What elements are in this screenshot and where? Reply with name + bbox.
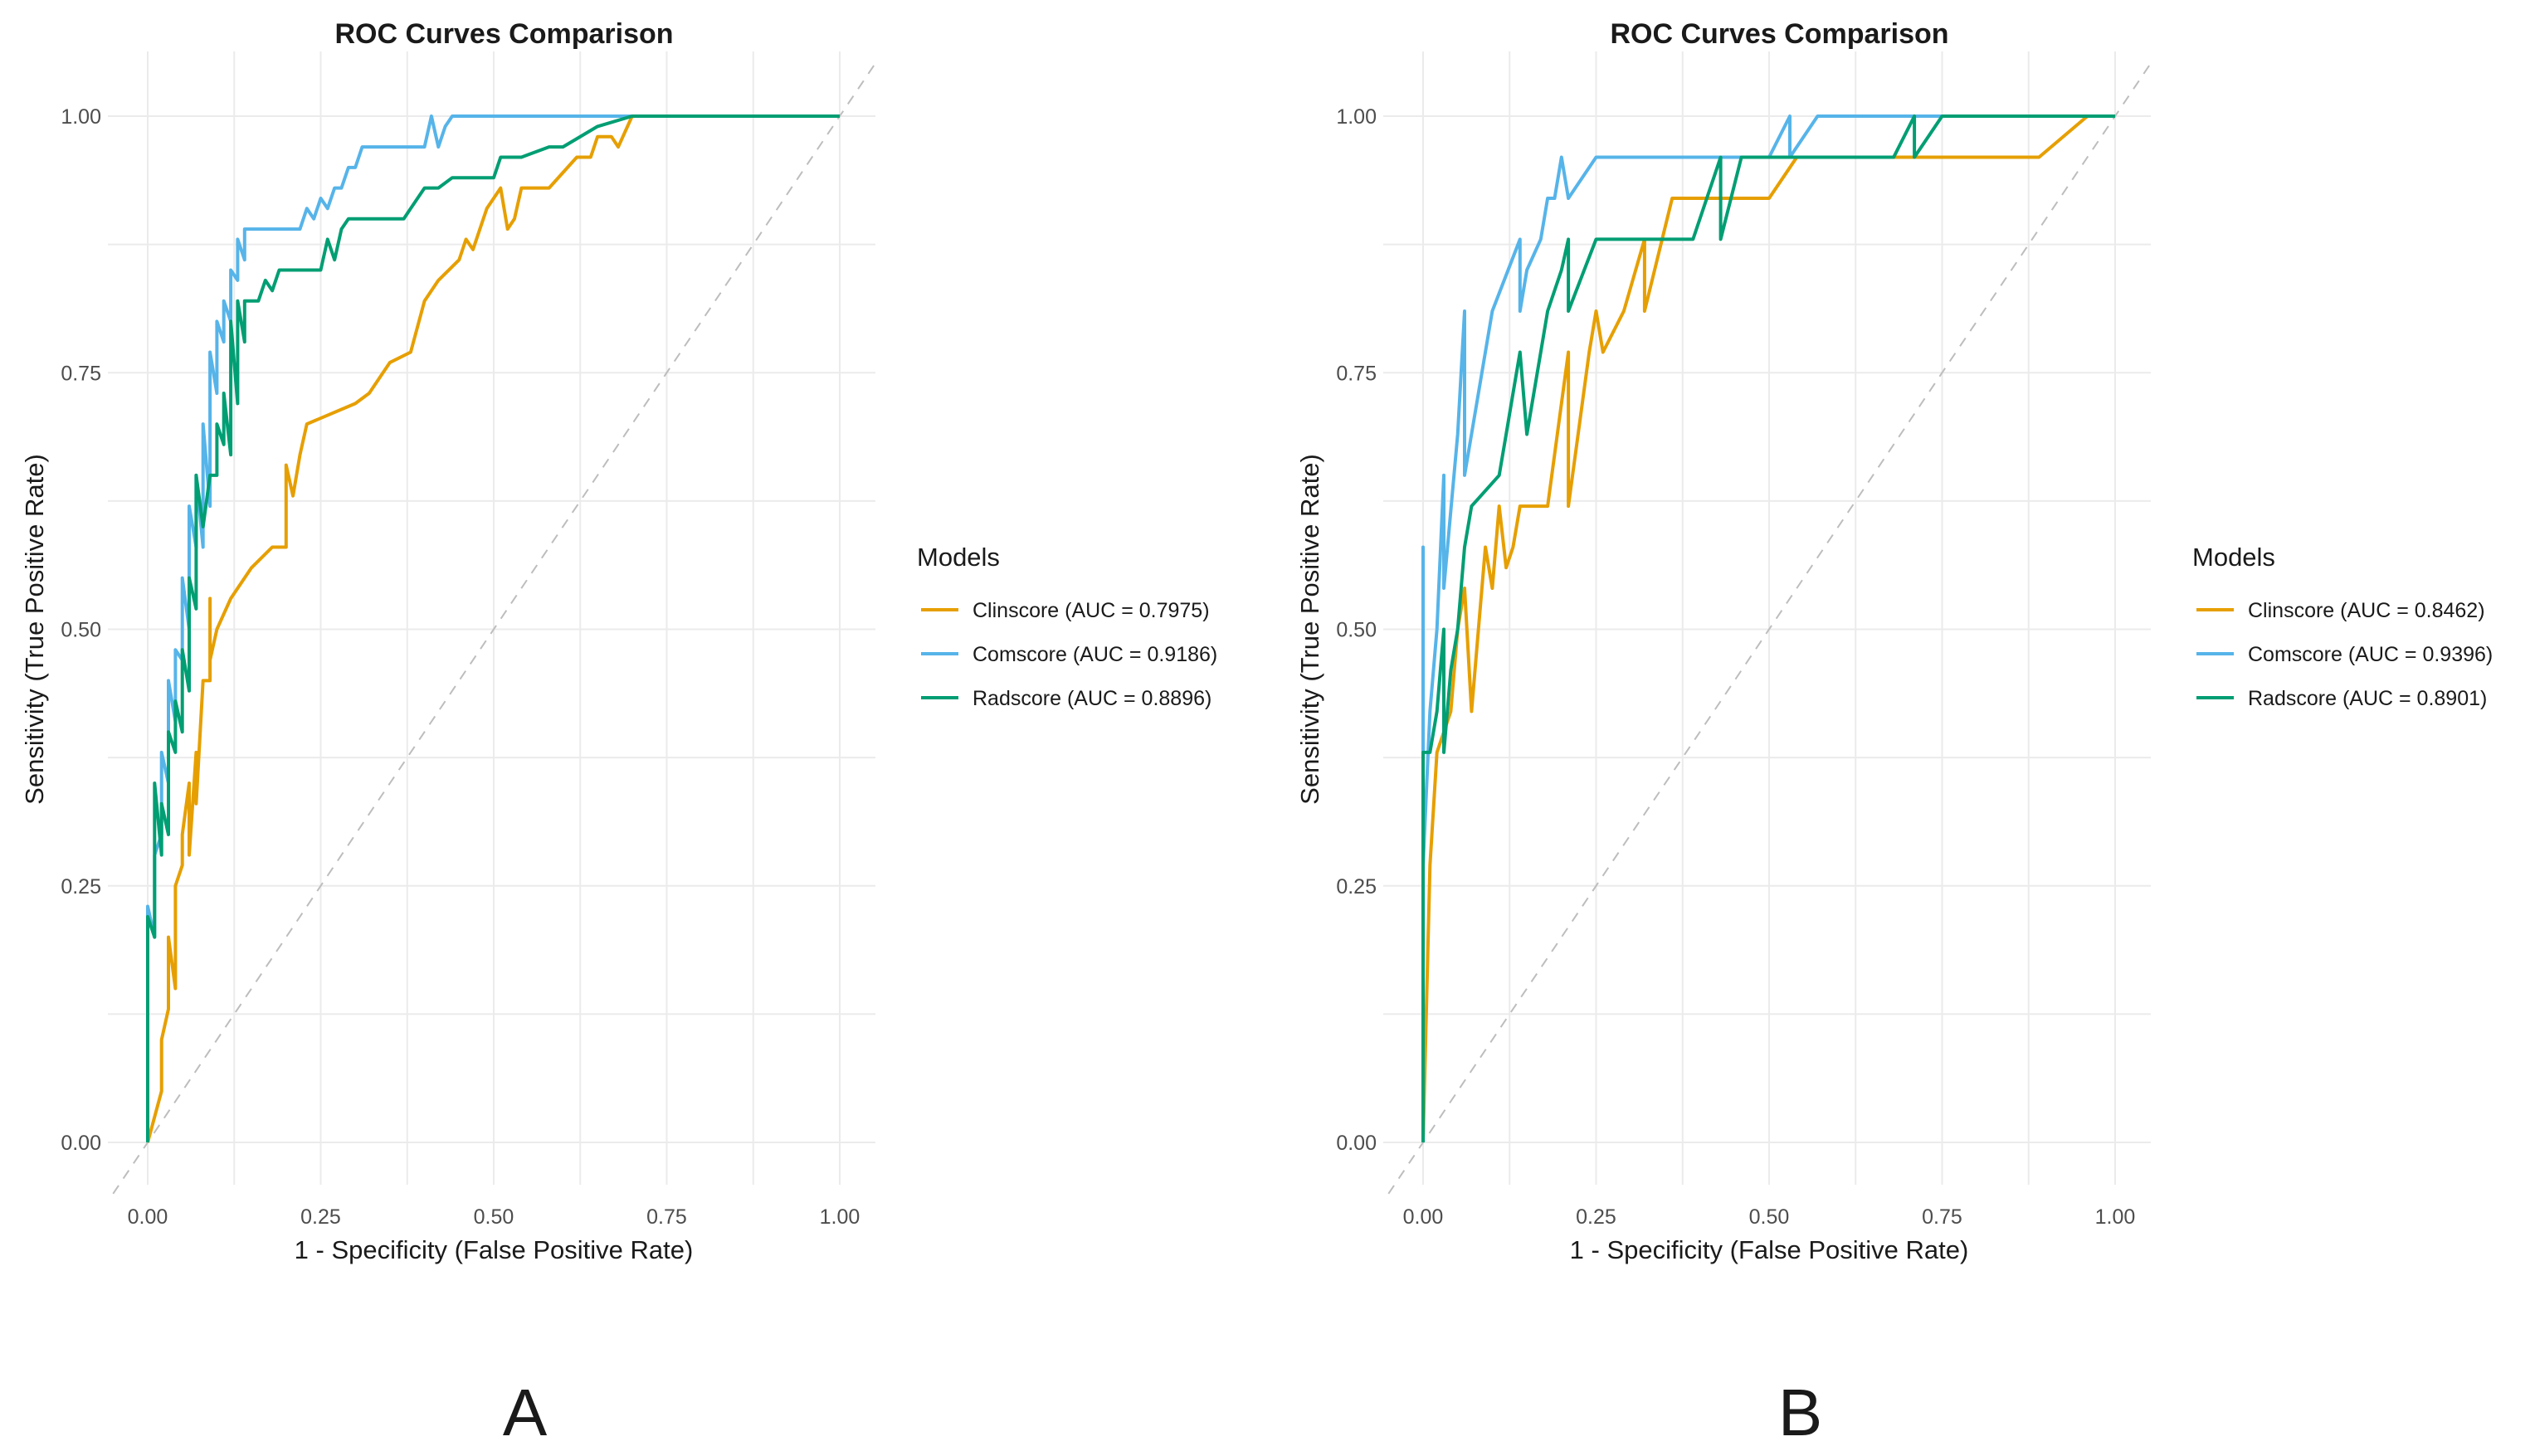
y-tick-label: 0.75 bbox=[61, 362, 101, 385]
x-tick-label: 0.75 bbox=[1922, 1205, 1962, 1229]
roc-curves bbox=[146, 114, 840, 1143]
legend-item-radscore: Radscore (AUC = 0.8901) bbox=[2196, 687, 2487, 710]
chart-panel-b: ROC Curves Comparison 0.00 0.25 0.50 0.75 1.0… bbox=[1295, 18, 2493, 1449]
legend: Models Clinscore (AUC = 0.8462) Comscore (… bbox=[2192, 543, 2493, 710]
legend-item-comscore: Comscore (AUC = 0.9396) bbox=[2196, 643, 2493, 666]
x-tick-label: 0.75 bbox=[646, 1205, 687, 1229]
chart-panel-a: ROC Curves Comparison 0.00 0.25 0.50 0.75 1.0… bbox=[20, 18, 1217, 1449]
x-tick-label: 0.00 bbox=[1403, 1205, 1444, 1229]
legend-label: Clinscore (AUC = 0.8462) bbox=[2248, 599, 2485, 622]
chart-title: ROC Curves Comparison bbox=[1610, 18, 1948, 50]
y-tick-label: 1.00 bbox=[1336, 105, 1377, 129]
legend-item-clinscore: Clinscore (AUC = 0.7975) bbox=[921, 599, 1210, 622]
x-axis-title: 1 - Specificity (False Positive Rate) bbox=[295, 1235, 694, 1264]
x-tick-label: 1.00 bbox=[820, 1205, 860, 1229]
gridlines bbox=[1383, 51, 2151, 1185]
x-tick-label: 0.00 bbox=[128, 1205, 168, 1229]
legend-label: Clinscore (AUC = 0.7975) bbox=[973, 599, 1210, 622]
legend-item-radscore: Radscore (AUC = 0.8896) bbox=[921, 687, 1211, 710]
x-tick-label: 0.25 bbox=[1576, 1205, 1616, 1229]
reference-diagonal-line bbox=[112, 64, 875, 1195]
panel-label: A bbox=[503, 1376, 548, 1449]
x-tick-label: 0.25 bbox=[300, 1205, 341, 1229]
y-tick-label: 0.25 bbox=[1336, 875, 1377, 898]
x-tick-labels: 0.00 0.25 0.50 0.75 1.00 bbox=[128, 1205, 860, 1229]
y-tick-labels: 0.00 0.25 0.50 0.75 1.00 bbox=[61, 105, 101, 1155]
legend-label: Comscore (AUC = 0.9186) bbox=[973, 643, 1217, 666]
legend-label: Comscore (AUC = 0.9396) bbox=[2248, 643, 2493, 666]
legend-title: Models bbox=[2192, 543, 2275, 572]
panel-label: B bbox=[1778, 1376, 1822, 1449]
x-tick-label: 1.00 bbox=[2095, 1205, 2136, 1229]
legend-title: Models bbox=[917, 543, 1000, 572]
y-tick-label: 0.50 bbox=[1336, 619, 1377, 642]
roc-curve-comscore bbox=[146, 114, 840, 1142]
roc-curve-clinscore bbox=[146, 114, 840, 1143]
x-tick-labels: 0.00 0.25 0.50 0.75 1.00 bbox=[1403, 1205, 2136, 1229]
roc-curve-clinscore bbox=[1421, 114, 2115, 1143]
x-tick-label: 0.50 bbox=[1749, 1205, 1790, 1229]
x-tick-label: 0.50 bbox=[474, 1205, 514, 1229]
roc-curves bbox=[1421, 114, 2115, 1143]
y-tick-label: 0.75 bbox=[1336, 362, 1377, 385]
legend-label: Radscore (AUC = 0.8896) bbox=[973, 687, 1211, 710]
y-tick-label: 1.00 bbox=[61, 105, 101, 129]
reference-diagonal-line bbox=[1387, 64, 2151, 1195]
legend: Models Clinscore (AUC = 0.7975) Comscore (… bbox=[917, 543, 1217, 710]
y-axis-title: Sensitivity (True Positive Rate) bbox=[20, 454, 49, 805]
y-axis-title: Sensitivity (True Positive Rate) bbox=[1295, 454, 1324, 805]
y-tick-label: 0.50 bbox=[61, 619, 101, 642]
legend-item-comscore: Comscore (AUC = 0.9186) bbox=[921, 643, 1217, 666]
roc-curve-radscore bbox=[146, 114, 840, 1142]
roc-curve-radscore bbox=[1421, 114, 2115, 1142]
y-tick-label: 0.25 bbox=[61, 875, 101, 898]
y-tick-labels: 0.00 0.25 0.50 0.75 1.00 bbox=[1336, 105, 1377, 1155]
x-axis-title: 1 - Specificity (False Positive Rate) bbox=[1570, 1235, 1969, 1264]
legend-label: Radscore (AUC = 0.8901) bbox=[2248, 687, 2487, 710]
legend-item-clinscore: Clinscore (AUC = 0.8462) bbox=[2196, 599, 2485, 622]
y-tick-label: 0.00 bbox=[1336, 1132, 1377, 1155]
chart-title: ROC Curves Comparison bbox=[334, 18, 673, 50]
y-tick-label: 0.00 bbox=[61, 1132, 101, 1155]
